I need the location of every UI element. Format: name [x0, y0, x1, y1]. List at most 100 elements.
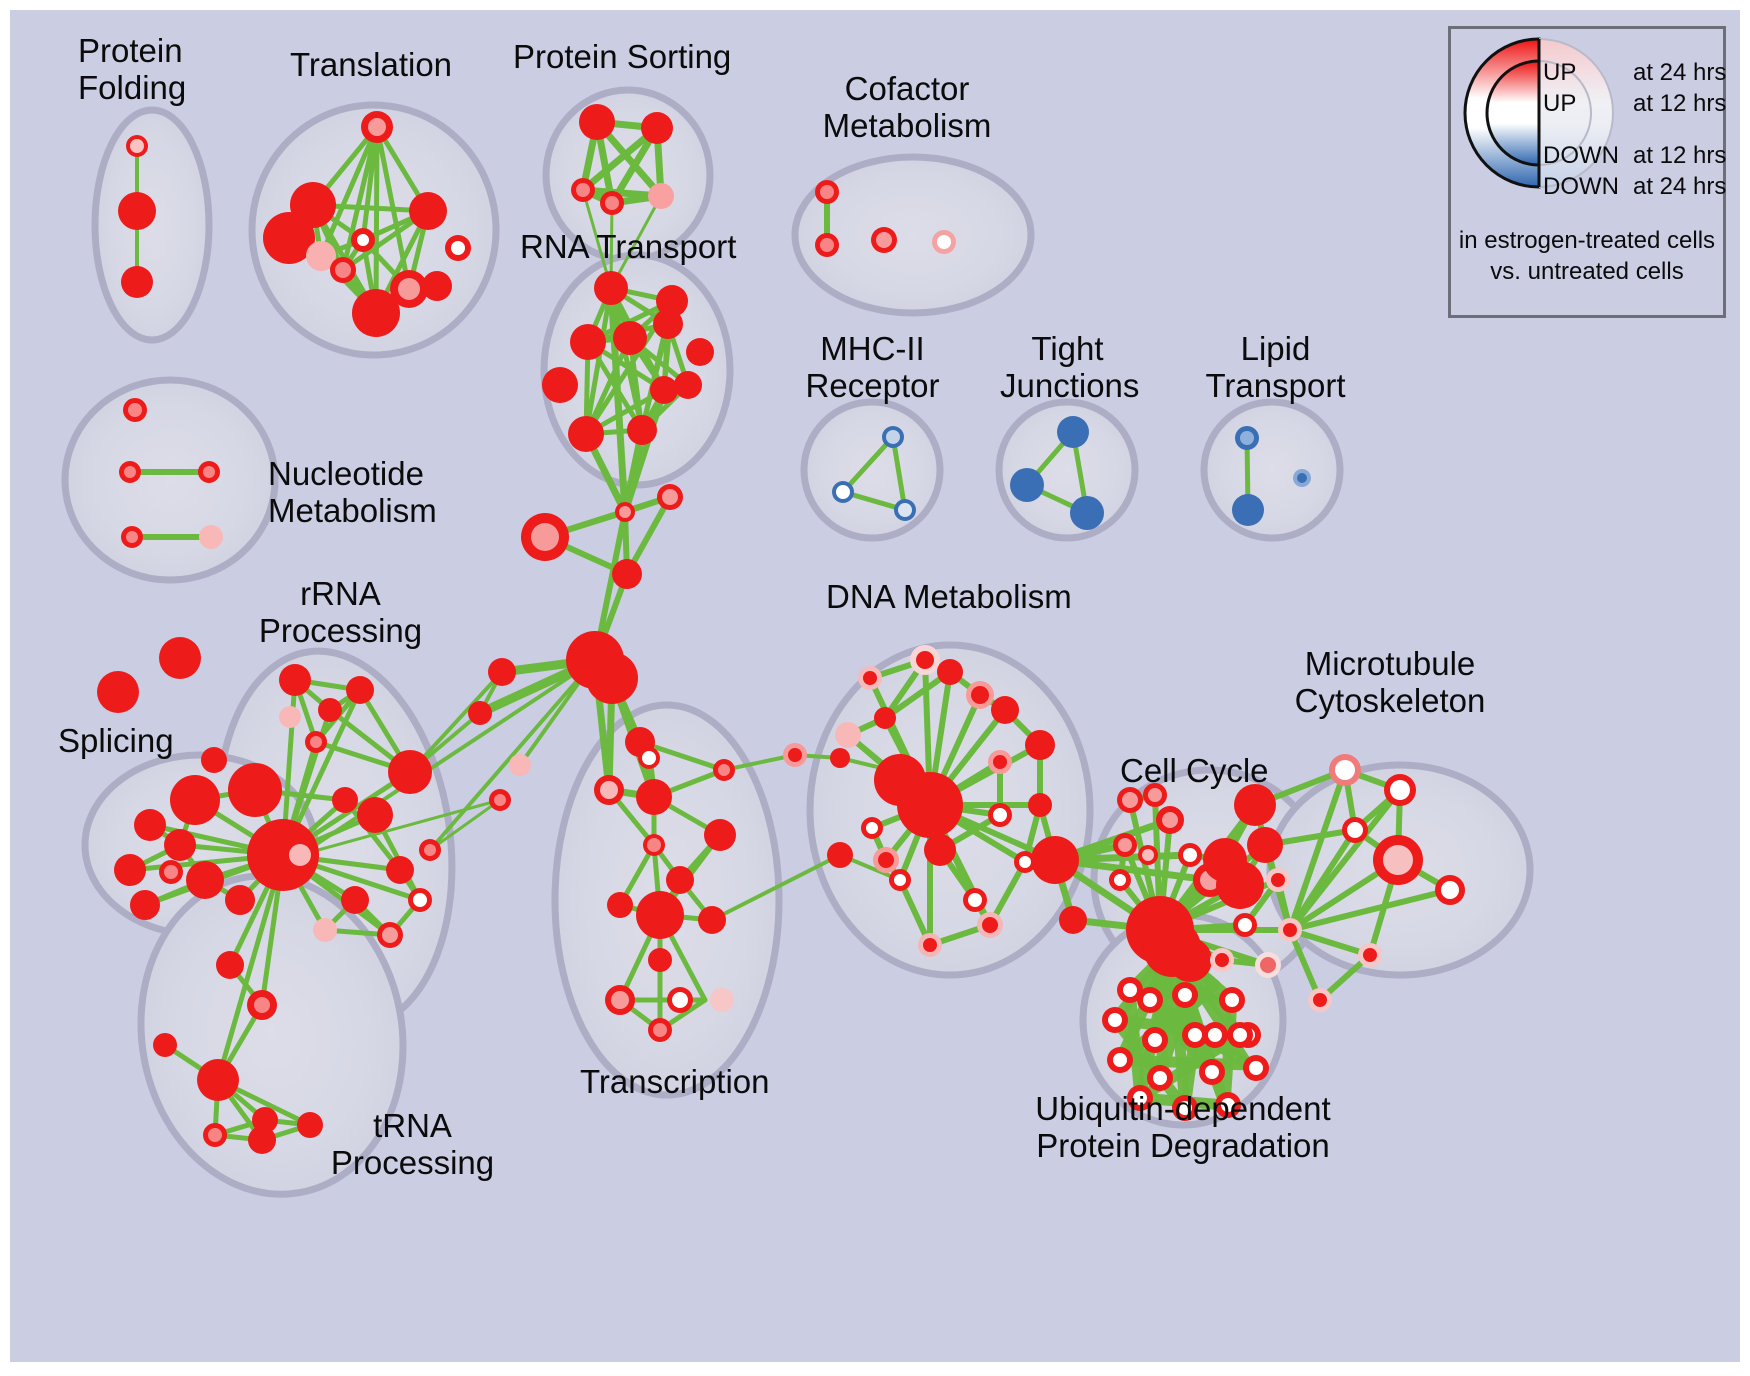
node [1127, 1085, 1153, 1111]
node [615, 502, 635, 522]
node [600, 191, 624, 215]
node [698, 906, 726, 934]
cluster-label-rna-transport: RNA Transport [520, 228, 737, 265]
legend-diagram [1463, 37, 1614, 189]
node [977, 912, 1003, 938]
node [966, 681, 994, 709]
node [894, 499, 916, 521]
node [1143, 919, 1201, 977]
node [228, 763, 282, 817]
node [1215, 1092, 1241, 1118]
legend-footnote-line2: vs. untreated cells [1490, 258, 1684, 285]
node [1117, 977, 1143, 1003]
node [568, 416, 604, 452]
node [783, 743, 807, 767]
node [910, 645, 940, 675]
node [1028, 793, 1052, 817]
blob-mhc [800, 398, 944, 542]
cluster-label-protein-folding: Protein Folding [78, 32, 187, 106]
node [1243, 1055, 1269, 1081]
node [586, 652, 638, 704]
node [357, 797, 393, 833]
node [377, 922, 403, 948]
legend-time-1: at 12 hrs [1633, 90, 1727, 117]
cluster-label-cofactor-metabolism: Cofactor Metabolism [822, 70, 992, 144]
node [686, 338, 714, 366]
cluster-blobs [61, 86, 1534, 1198]
cluster-label-dna-metabolism: DNA Metabolism [826, 578, 1072, 615]
node [134, 809, 166, 841]
node [1010, 468, 1044, 502]
node [201, 747, 227, 773]
node [521, 513, 569, 561]
node [279, 706, 301, 728]
node [1293, 469, 1311, 487]
node [1435, 875, 1465, 905]
node [988, 803, 1012, 827]
node [613, 321, 647, 355]
node [306, 241, 336, 271]
node [1102, 1007, 1128, 1033]
node [419, 839, 441, 861]
node [1203, 838, 1247, 882]
node [409, 192, 447, 230]
node [648, 1018, 672, 1042]
blob-protein-folding [91, 106, 213, 344]
node [1172, 982, 1198, 1008]
node [874, 754, 926, 806]
node [126, 135, 148, 157]
node [830, 748, 850, 768]
node [248, 991, 276, 1019]
node [704, 819, 736, 851]
node [386, 856, 414, 884]
node [488, 658, 516, 686]
cluster-label-translation: Translation [290, 46, 453, 83]
node [1234, 784, 1276, 826]
node [445, 235, 471, 261]
node [121, 266, 153, 298]
node [390, 270, 428, 308]
node [858, 666, 882, 690]
node [991, 696, 1019, 724]
cluster-label-rrna-processing: rRNA Processing [258, 575, 423, 649]
cluster-label-trna-processing: tRNA Processing [330, 1107, 495, 1181]
node [879, 759, 901, 781]
node [1227, 1022, 1253, 1048]
node [1199, 1059, 1225, 1085]
node [313, 918, 337, 942]
node [636, 779, 672, 815]
node [1219, 987, 1245, 1013]
node [667, 987, 693, 1013]
node [827, 842, 853, 868]
node [351, 228, 375, 252]
node [341, 886, 369, 914]
node [164, 829, 196, 861]
node [1070, 496, 1104, 530]
node [252, 1107, 278, 1133]
node [648, 183, 674, 209]
legend-state-3: DOWN [1543, 173, 1619, 200]
node [1172, 1095, 1198, 1121]
node [197, 1059, 239, 1101]
node [121, 526, 143, 548]
cluster-label-lipid-transport: Lipid Transport [1205, 330, 1346, 404]
node [1156, 806, 1184, 834]
node [1235, 426, 1259, 450]
cluster-label-microtubule-cytoskeleton: Microtubule Cytoskeleton [1294, 645, 1486, 719]
node [579, 104, 615, 140]
node [713, 759, 735, 781]
node [153, 1033, 177, 1057]
node [1138, 845, 1158, 865]
node [130, 890, 160, 920]
node [594, 271, 628, 305]
node [1014, 851, 1036, 873]
node [346, 676, 374, 704]
node [815, 180, 839, 204]
node [932, 230, 956, 254]
node [1031, 836, 1079, 884]
legend-time-0: at 24 hrs [1633, 59, 1727, 86]
cluster-label-tight-junctions: Tight Junctions [1000, 330, 1140, 404]
node [289, 844, 311, 866]
legend-box: UP at 24 hrs UP at 12 hrs DOWN at 12 hrs… [1448, 26, 1726, 318]
